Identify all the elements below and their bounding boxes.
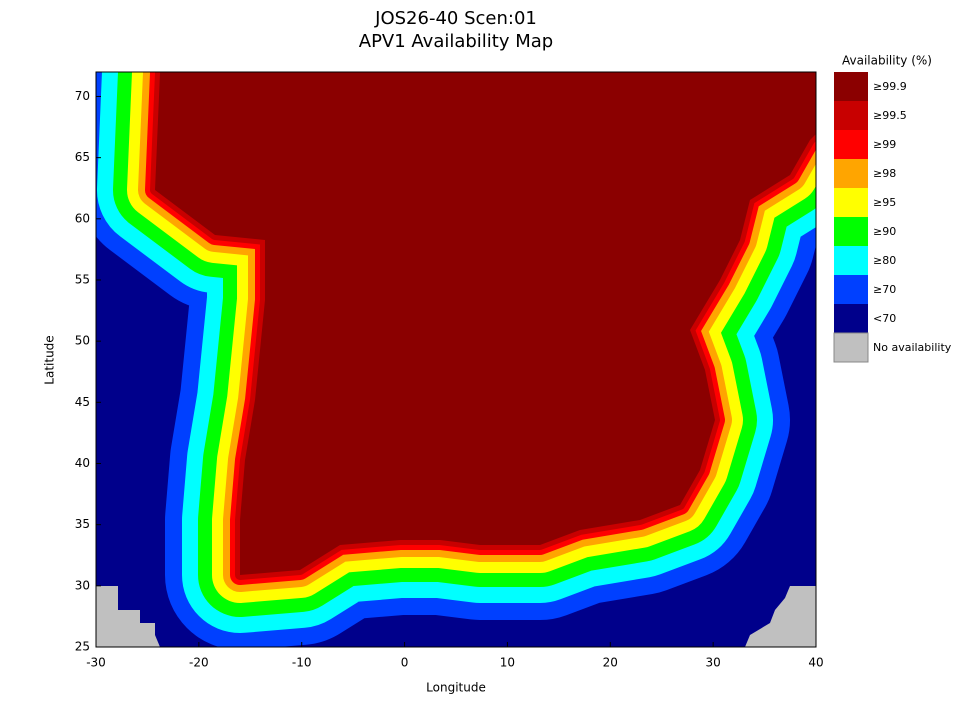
legend-swatch	[834, 246, 868, 275]
y-axis-label: Latitude	[43, 335, 57, 384]
legend-label: ≥80	[873, 254, 896, 267]
x-tick-label: 40	[808, 656, 823, 670]
legend-swatch	[834, 304, 868, 333]
legend-label: ≥70	[873, 283, 896, 296]
legend-swatch	[834, 159, 868, 188]
legend-label: ≥99.5	[873, 109, 907, 122]
y-tick-label: 25	[75, 640, 90, 654]
x-tick-label: -10	[292, 656, 312, 670]
legend-label: ≥99	[873, 138, 896, 151]
x-tick-label: 20	[603, 656, 618, 670]
map-area	[96, 72, 816, 647]
no-availability-area	[745, 586, 816, 647]
chart-title: JOS26-40 Scen:01	[374, 8, 537, 29]
x-tick-label: 0	[401, 656, 409, 670]
x-axis-label: Longitude	[426, 681, 486, 695]
legend-label: ≥98	[873, 167, 896, 180]
legend-label: No availability	[873, 341, 952, 354]
y-tick-label: 65	[75, 150, 90, 164]
legend-title: Availability (%)	[842, 54, 932, 68]
legend-swatch	[834, 217, 868, 246]
legend-swatch	[834, 130, 868, 159]
legend-swatch	[833, 332, 869, 363]
x-tick-label: 10	[500, 656, 515, 670]
x-tick-label: -20	[189, 656, 209, 670]
no-availability-area	[96, 586, 160, 647]
y-tick-label: 55	[75, 272, 90, 286]
y-tick-label: 30	[75, 578, 90, 592]
legend-swatch	[834, 101, 868, 130]
plot-frame	[95, 71, 817, 648]
legend-label: <70	[873, 312, 896, 325]
legend-swatch	[834, 188, 868, 217]
y-tick-label: 45	[75, 395, 90, 409]
y-tick-label: 70	[75, 89, 90, 103]
legend-label: ≥99.9	[873, 80, 907, 93]
chart-subtitle: APV1 Availability Map	[359, 31, 553, 52]
legend-swatch	[834, 275, 868, 304]
legend-swatch	[834, 72, 868, 101]
legend-label: ≥90	[873, 225, 896, 238]
legend-label: ≥95	[873, 196, 896, 209]
y-tick-label: 40	[75, 456, 90, 470]
availability-core	[155, 72, 816, 575]
y-tick-label: 50	[75, 334, 90, 348]
x-tick-label: -30	[86, 656, 106, 670]
y-tick-label: 35	[75, 517, 90, 531]
x-tick-label: 30	[706, 656, 721, 670]
y-tick-label: 60	[75, 211, 90, 225]
